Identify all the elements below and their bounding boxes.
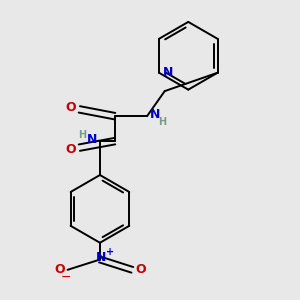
Text: H: H (79, 130, 87, 140)
Text: N: N (87, 133, 98, 146)
Text: O: O (54, 263, 64, 276)
Text: N: N (149, 108, 160, 121)
Text: N: N (96, 251, 106, 264)
Text: O: O (65, 142, 76, 156)
Text: −: − (61, 271, 71, 284)
Text: O: O (65, 101, 76, 114)
Text: H: H (158, 117, 166, 127)
Text: +: + (106, 248, 115, 257)
Text: N: N (163, 66, 173, 79)
Text: O: O (135, 263, 146, 276)
